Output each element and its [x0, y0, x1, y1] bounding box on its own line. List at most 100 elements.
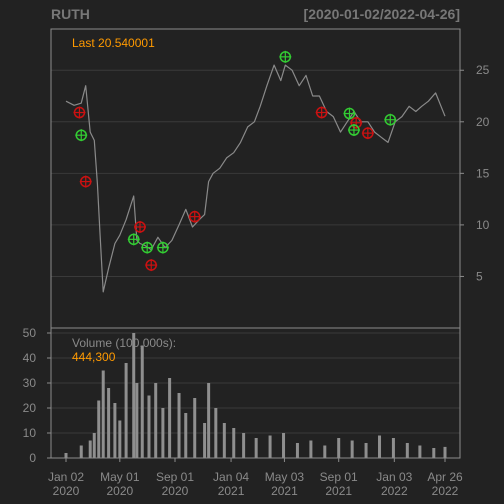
- x-tick-label-year: 2022: [432, 484, 459, 498]
- volume-bar: [323, 445, 327, 458]
- sell-signal-marker: [73, 106, 86, 119]
- x-tick-label-year: 2020: [106, 484, 133, 498]
- volume-bar: [177, 393, 181, 458]
- volume-bar: [214, 408, 218, 458]
- x-tick-label-month: Sep 01: [156, 470, 194, 484]
- x-tick-label-year: 2020: [162, 484, 189, 498]
- volume-y-tick-label: 40: [23, 351, 37, 365]
- price-y-tick-label: 25: [476, 63, 490, 77]
- last-price-value: 20.540001: [98, 36, 155, 50]
- sell-signal-marker: [361, 127, 374, 140]
- y-axes: 5 10 15 20 25 0 10 20 30 40 50: [23, 63, 490, 465]
- x-tick-label-month: Apr 26: [427, 470, 463, 484]
- volume-bar: [154, 383, 158, 458]
- x-tick-label-year: 2021: [218, 484, 245, 498]
- signal-markers: [73, 50, 397, 272]
- buy-signal-marker: [156, 241, 169, 254]
- volume-bar: [378, 435, 382, 458]
- volume-label: Volume (100,000s):: [72, 336, 176, 350]
- volume-bar: [391, 438, 395, 458]
- buy-signal-marker: [141, 241, 154, 254]
- x-tick-label-month: Jan 04: [213, 470, 249, 484]
- buy-signal-marker: [127, 233, 140, 246]
- x-tick-label-month: May 03: [265, 470, 305, 484]
- volume-y-tick-label: 30: [23, 376, 37, 390]
- last-price-label: Last: [72, 36, 95, 50]
- volume-y-tick-label: 0: [29, 451, 36, 465]
- volume-bar: [184, 413, 188, 458]
- sell-signal-marker: [350, 116, 363, 129]
- volume-bar: [97, 400, 101, 458]
- volume-bar: [132, 333, 136, 458]
- price-y-tick-label: 10: [476, 218, 490, 232]
- volume-bar: [350, 440, 354, 458]
- volume-bar: [443, 446, 447, 458]
- sell-signal-marker: [315, 106, 328, 119]
- chart-title: RUTH: [51, 6, 90, 22]
- sell-signal-marker: [145, 259, 158, 272]
- volume-bar: [282, 433, 286, 458]
- buy-signal-marker: [279, 50, 292, 63]
- sell-signal-marker: [134, 220, 147, 233]
- volume-y-tick-label: 20: [23, 401, 37, 415]
- volume-bar: [432, 448, 436, 458]
- price-y-tick-label: 5: [476, 269, 483, 283]
- volume-bar: [147, 395, 151, 458]
- volume-bar: [113, 403, 117, 458]
- price-panel: [50, 28, 461, 329]
- volume-bar: [64, 453, 68, 458]
- price-series: [65, 64, 446, 293]
- date-range: [2020-01-02/2022-04-26]: [304, 6, 460, 22]
- volume-bar: [295, 443, 299, 458]
- volume-bar: [107, 388, 111, 458]
- x-tick-label-year: 2022: [381, 484, 408, 498]
- last-price-annotation: Last 20.540001: [72, 36, 155, 50]
- volume-bar: [364, 443, 368, 458]
- price-y-tick-label: 20: [476, 115, 490, 129]
- price-y-tick-label: 15: [476, 166, 490, 180]
- volume-bar: [337, 438, 341, 458]
- x-tick-label-month: May 01: [100, 470, 140, 484]
- volume-bar: [140, 345, 144, 458]
- volume-bars: [64, 333, 447, 458]
- volume-bar: [88, 440, 92, 458]
- price-line: [65, 64, 446, 293]
- volume-y-tick-label: 50: [23, 326, 37, 340]
- volume-bar: [101, 370, 105, 458]
- x-tick-label-month: Jan 02: [48, 470, 84, 484]
- volume-bar: [193, 398, 197, 458]
- volume-bar: [135, 383, 139, 458]
- buy-signal-marker: [347, 124, 360, 137]
- volume-bar: [118, 420, 122, 458]
- volume-bar: [232, 428, 236, 458]
- grid-lines: [51, 69, 460, 459]
- volume-bar: [309, 440, 313, 458]
- x-tick-label-year: 2021: [271, 484, 298, 498]
- volume-bar: [222, 423, 226, 458]
- buy-signal-marker: [384, 113, 397, 126]
- sell-signal-marker: [188, 210, 201, 223]
- volume-bar: [242, 433, 246, 458]
- volume-bar: [161, 408, 165, 458]
- volume-bar: [268, 435, 272, 458]
- sell-signal-marker: [79, 175, 92, 188]
- volume-bar: [92, 433, 96, 458]
- volume-last-value: 444,300: [72, 350, 116, 364]
- x-tick-label-month: Sep 01: [320, 470, 358, 484]
- volume-bar: [418, 445, 422, 458]
- volume-y-tick-label: 10: [23, 426, 37, 440]
- buy-signal-marker: [75, 129, 88, 142]
- volume-bar: [207, 383, 211, 458]
- x-tick-label-year: 2021: [325, 484, 352, 498]
- volume-bar: [254, 438, 258, 458]
- volume-bar: [168, 378, 172, 458]
- volume-bar: [405, 443, 409, 458]
- volume-bar: [203, 423, 207, 458]
- volume-bar: [124, 363, 128, 458]
- volume-panel: [50, 327, 461, 459]
- x-tick-label-year: 2020: [53, 484, 80, 498]
- volume-bar: [79, 445, 83, 458]
- buy-signal-marker: [343, 107, 356, 120]
